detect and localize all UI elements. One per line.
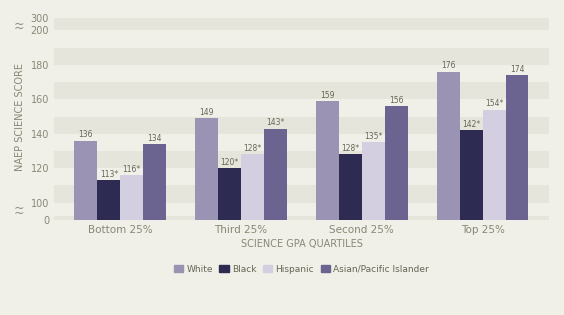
Text: 143*: 143*	[266, 118, 285, 127]
Text: 149: 149	[200, 108, 214, 117]
Bar	[264, 129, 287, 220]
Text: 128*: 128*	[341, 144, 359, 153]
Bar	[195, 118, 218, 220]
Bar	[74, 141, 98, 220]
Text: 120*: 120*	[221, 158, 239, 167]
Bar	[54, 151, 549, 168]
Bar	[385, 106, 408, 220]
Bar	[362, 142, 385, 220]
Bar	[483, 110, 505, 220]
Bar	[316, 101, 339, 220]
Bar	[437, 72, 460, 220]
Text: ~: ~	[14, 206, 24, 220]
Bar	[505, 75, 528, 220]
Bar	[120, 175, 143, 220]
Text: 174: 174	[510, 65, 525, 74]
Bar	[143, 144, 166, 220]
Text: 113*: 113*	[100, 170, 118, 179]
Text: 134: 134	[148, 134, 162, 143]
X-axis label: SCIENCE GPA QUARTILES: SCIENCE GPA QUARTILES	[240, 239, 363, 249]
Text: 156: 156	[389, 96, 403, 105]
Text: 116*: 116*	[123, 165, 141, 174]
Text: 128*: 128*	[244, 144, 262, 153]
Bar	[54, 186, 549, 203]
Legend: White, Black, Hispanic, Asian/Pacific Islander: White, Black, Hispanic, Asian/Pacific Is…	[170, 261, 433, 278]
Bar	[241, 154, 264, 220]
Text: 142*: 142*	[462, 120, 480, 129]
Text: 135*: 135*	[364, 132, 382, 141]
Y-axis label: NAEP SCIENCE SCORE: NAEP SCIENCE SCORE	[15, 63, 25, 171]
Bar	[54, 19, 549, 31]
Bar	[218, 168, 241, 220]
Bar	[98, 180, 120, 220]
Bar	[54, 216, 549, 220]
Bar	[54, 82, 549, 99]
Bar	[54, 48, 549, 65]
Text: 154*: 154*	[485, 99, 503, 108]
Text: ~: ~	[14, 21, 24, 34]
Bar	[460, 130, 483, 220]
Text: 176: 176	[441, 61, 455, 71]
Text: 136: 136	[78, 130, 93, 139]
Bar	[339, 154, 362, 220]
Text: ~: ~	[14, 202, 24, 215]
Bar	[54, 117, 549, 134]
Text: 159: 159	[320, 91, 334, 100]
Text: ~: ~	[14, 18, 24, 31]
